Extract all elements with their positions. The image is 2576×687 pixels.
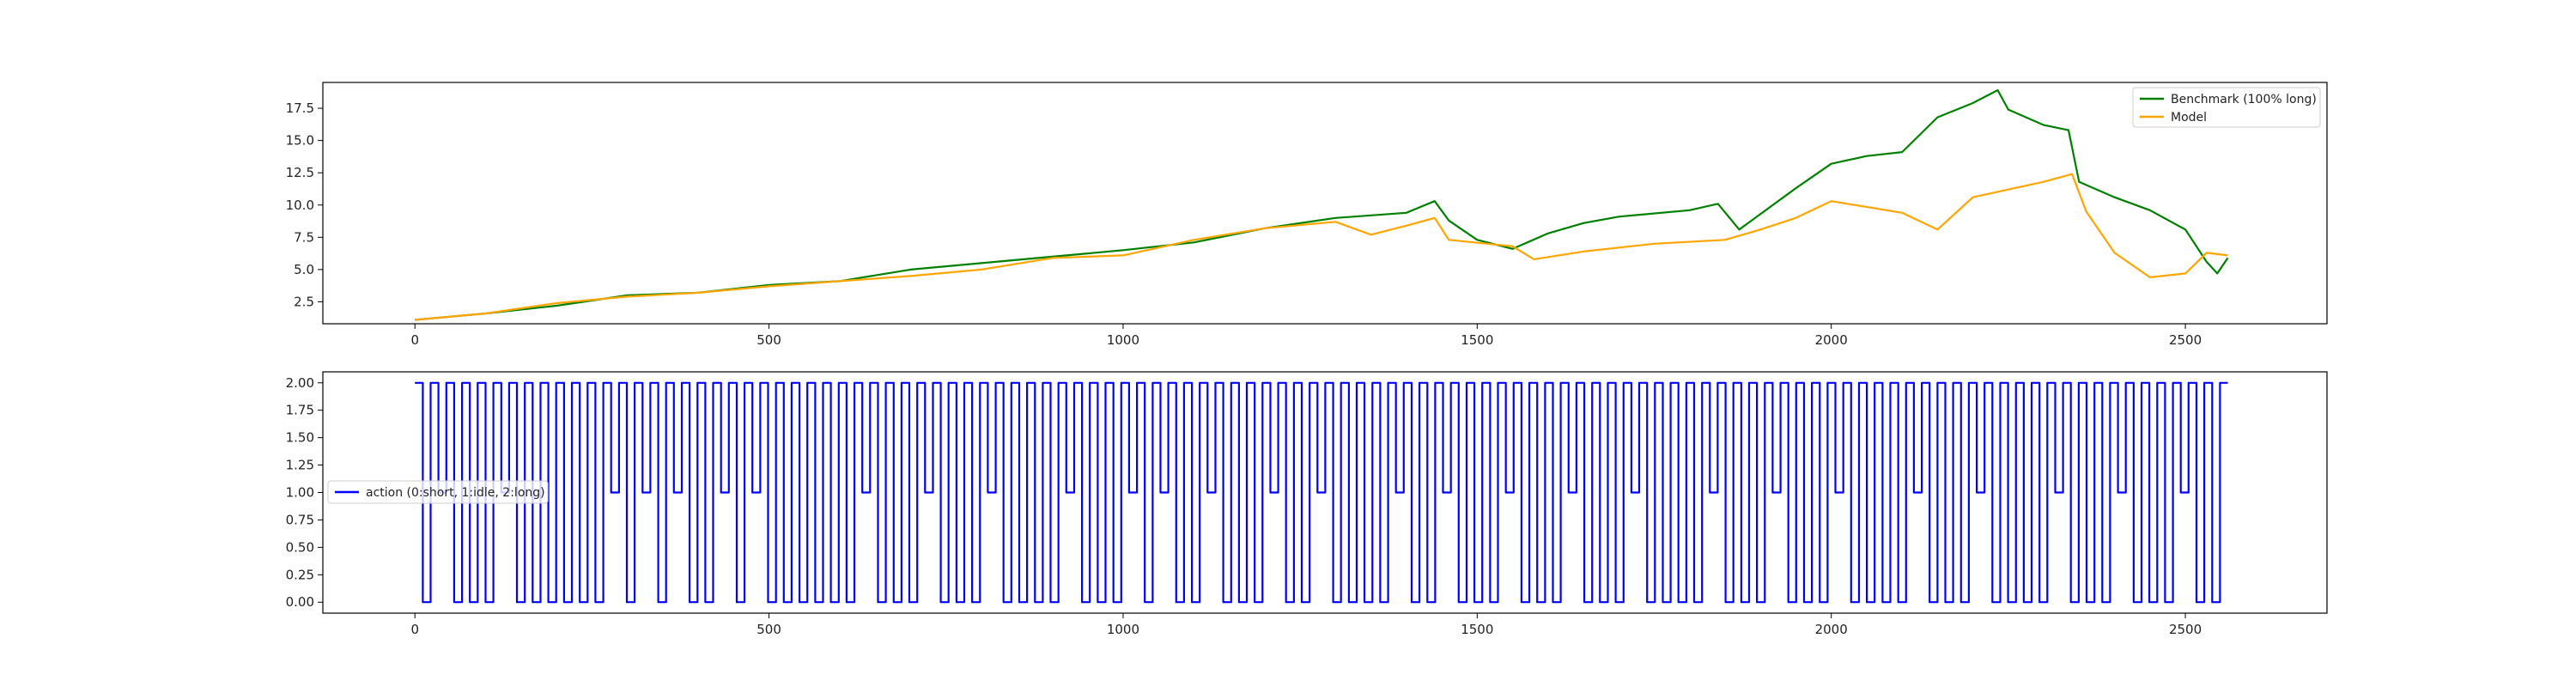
- top-x-tick-label: 500: [756, 332, 781, 348]
- bottom-y-tick-label: 0.50: [286, 539, 314, 555]
- bottom-y-tick-label: 1.75: [286, 403, 314, 418]
- bottom-x-ticks: 0 500 1000 1500 2000 2500: [410, 613, 2202, 637]
- top-legend: Benchmark (100% long) Model: [2132, 87, 2321, 128]
- bottom-axes: 0 500 1000 1500 2000 2500 0.00 0.25 0.50 0.75 1.0…: [286, 371, 2328, 637]
- bottom-legend: action (0:short, 1:idle, 2:long): [327, 480, 549, 504]
- legend-label-action: action (0:short, 1:idle, 2:long): [366, 486, 545, 500]
- top-series-group: [415, 88, 2229, 321]
- bottom-x-tick-label: 500: [756, 622, 781, 637]
- top-y-ticks: 2.5 5.0 7.5 10.0 12.5 15.0 17.5: [286, 100, 323, 309]
- bottom-x-tick-label: 2500: [2169, 622, 2202, 637]
- top-x-ticks: 0 500 1000 1500 2000 2500: [410, 324, 2202, 348]
- bottom-y-tick-label: 0.25: [286, 567, 314, 582]
- bottom-x-tick-label: 2000: [1815, 622, 1848, 637]
- bottom-series-group: [415, 381, 2228, 604]
- bottom-y-tick-label: 0.75: [286, 512, 314, 527]
- top-x-tick-label: 1500: [1461, 332, 1493, 348]
- series-line-model: [415, 173, 2228, 321]
- bottom-y-ticks: 0.00 0.25 0.50 0.75 1.00 1.25 1.50 1.75 2.00: [286, 375, 323, 610]
- top-y-tick-label: 5.0: [294, 262, 314, 277]
- bottom-y-tick-label: 1.25: [286, 458, 314, 473]
- bottom-y-tick-label: 1.50: [286, 430, 314, 446]
- top-legend-box: [2132, 87, 2321, 128]
- top-x-tick-label: 1000: [1107, 332, 1139, 348]
- top-axes: 0 500 1000 1500 2000 2500 2.5 5.0 7.5 10.0 12.5 15…: [286, 82, 2328, 348]
- top-x-tick-label: 0: [410, 332, 419, 348]
- top-y-tick-label: 12.5: [286, 165, 314, 180]
- bottom-y-tick-label: 0.00: [286, 594, 314, 610]
- top-y-tick-label: 7.5: [294, 229, 314, 245]
- bottom-legend-box: [327, 480, 549, 504]
- bottom-y-tick-label: 2.00: [286, 375, 314, 391]
- bottom-y-tick-label: 1.00: [286, 485, 314, 501]
- legend-label-model: Model: [2171, 111, 2207, 125]
- bottom-x-tick-label: 1500: [1461, 622, 1493, 637]
- bottom-x-tick-label: 0: [410, 622, 419, 637]
- legend-label-benchmark: Benchmark (100% long): [2171, 93, 2317, 106]
- top-x-tick-label: 2000: [1815, 332, 1848, 348]
- top-y-tick-label: 10.0: [286, 198, 314, 213]
- bottom-x-tick-label: 1000: [1107, 622, 1139, 637]
- top-axes-frame: [322, 82, 2328, 325]
- series-line-benchmark-100-long: [415, 88, 2229, 321]
- top-y-tick-label: 15.0: [286, 133, 314, 149]
- top-y-tick-label: 2.5: [294, 294, 314, 309]
- series-line-action-0-short-1-idle-2-long: [415, 381, 2228, 604]
- top-y-tick-label: 17.5: [286, 100, 314, 116]
- top-x-tick-label: 2500: [2169, 332, 2202, 348]
